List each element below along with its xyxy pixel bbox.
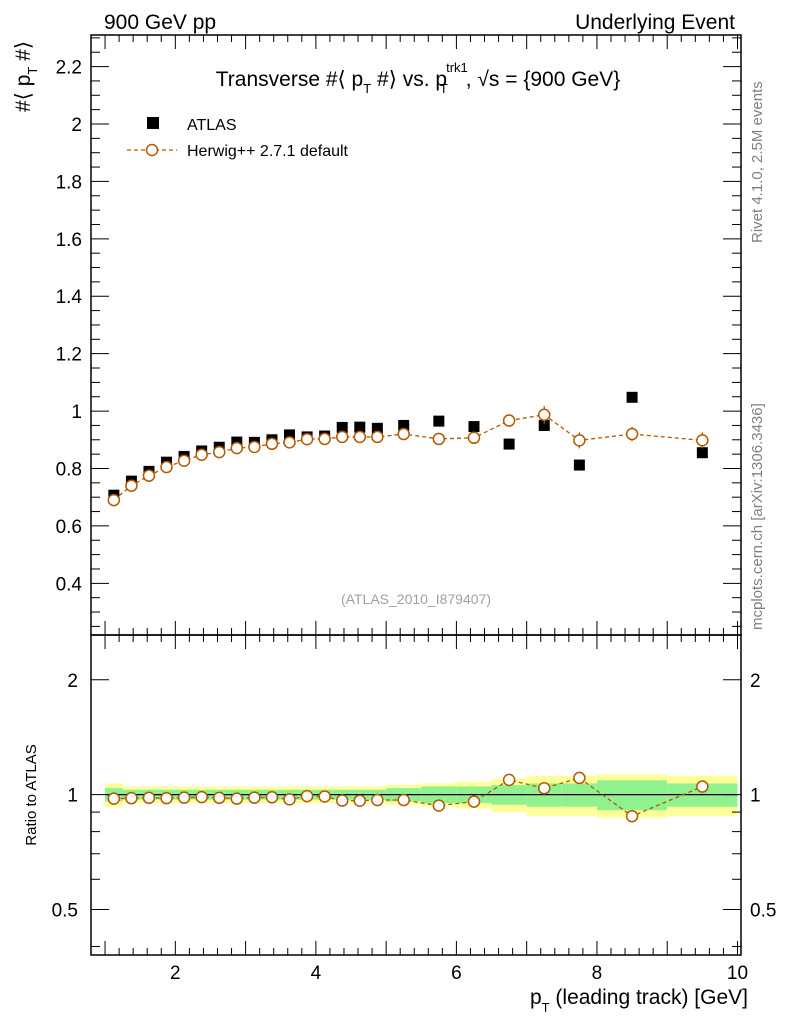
main-y-tick-label: 1.8 [56,172,82,193]
ratio-herwig-point [335,794,349,807]
ratio-y-tick-label-right: 0.5 [750,901,776,922]
ratio-herwig-point [537,782,551,795]
ratio-herwig-point [107,792,121,805]
herwig-data-point [107,493,121,507]
mcplots-label: mcplots.cern.ch [arXiv:1306.3436] [749,403,766,630]
ratio-herwig-point [502,773,516,787]
ratio-y-tick-label-right: 1 [750,786,761,807]
herwig-data-point [125,479,138,492]
ratio-y-axis-label: Ratio to ATLAS [23,744,40,845]
main-y-tick-label: 1.2 [56,345,82,366]
herwig-data-point [573,434,586,447]
ratio-herwig-point [432,799,446,812]
ratio-herwig-point [177,791,191,804]
ratio-herwig-point [625,809,639,823]
atlas-data-point [538,419,550,431]
atlas-data-point [354,421,366,433]
herwig-data-point [696,434,709,447]
ratio-herwig-point [195,790,208,804]
x-tick-label: 6 [451,963,462,984]
main-y-tick-label: 0.8 [56,459,82,480]
legend-atlas-label: ATLAS [187,117,237,134]
ratio-herwig-point [142,791,156,805]
herwig-data-point [397,427,410,441]
main-y-tick-label: 0.6 [56,517,82,538]
ratio-herwig-point [125,791,138,805]
legend-atlas-marker [147,117,159,129]
herwig-data-point [283,436,296,449]
ratio-herwig-point [160,791,173,805]
herwig-data-point [318,432,331,446]
atlas-data-point [468,421,480,433]
main-y-tick-label: 1.4 [56,287,83,308]
ratio-herwig-point [397,793,410,807]
atlas-data-point [696,447,708,459]
x-tick-label: 8 [592,963,603,984]
x-tick-label: 10 [727,963,748,984]
header-left: 900 GeV pp [104,11,216,34]
herwig-data-point [177,454,191,467]
ratio-herwig-point [248,791,261,804]
atlas-data-point [336,421,348,433]
herwig-data-point [195,448,208,461]
x-tick-label: 4 [311,963,322,984]
atlas-data-point [626,391,638,403]
atlas-data-point [433,415,445,427]
ratio-herwig-point [467,795,481,808]
ratio-y-tick-label-left: 0.5 [52,901,78,922]
ratio-herwig-point [283,793,296,806]
herwig-data-point [335,430,349,444]
ratio-herwig-point [230,792,244,805]
legend: ATLAS Herwig++ 2.7.1 default [127,117,349,160]
atlas-data-point [371,422,383,434]
x-tick-label: 2 [170,963,181,984]
herwig-data-point [353,430,367,444]
main-y-tick-label: 1.6 [56,230,82,251]
ratio-y-tick-label-left: 1 [67,786,78,807]
rivet-label: Rivet 4.1.0, 2.5M events [749,81,766,243]
ratio-y-tick-label-right: 2 [750,671,761,692]
herwig-data-point [230,441,244,455]
analysis-watermark: (ATLAS_2010_I879407) [341,591,491,607]
herwig-data-point [300,432,314,446]
ratio-herwig-point [265,791,279,804]
herwig-data-point [502,414,516,427]
atlas-data-point [398,419,410,431]
legend-herwig-label: Herwig++ 2.7.1 default [187,143,349,160]
ratio-herwig-point [212,791,226,805]
plot-title: Transverse #⟨ pT #⟩ vs. ptrk1 T, √s = {90… [216,60,621,96]
header-right: Underlying Event [575,11,735,34]
ratio-herwig-point [318,790,331,803]
herwig-data-point [160,460,173,474]
atlas-data-point [284,429,296,441]
atlas-data-point [573,459,585,471]
x-axis-label: pT (leading track) [GeV] [530,986,748,1015]
ratio-herwig-point [353,794,367,807]
herwig-data-point [142,469,156,482]
herwig-data-point [371,430,384,444]
main-y-tick-label: 1 [71,402,82,423]
ratio-herwig-point [696,780,709,793]
herwig-data-point [432,432,446,446]
main-y-tick-label: 0.4 [56,574,83,595]
herwig-data-point [625,427,639,441]
ratio-band-inner [596,780,668,811]
main-y-tick-label: 2 [71,115,82,136]
ratio-y-tick-label-left: 2 [67,671,78,692]
main-y-axis-label: #⟨ pT #⟩ [12,41,40,112]
atlas-data-point [503,438,515,450]
herwig-data-point [248,440,261,454]
main-y-tick-label: 2.2 [56,58,82,79]
herwig-data-point [537,408,551,422]
herwig-data-point [212,445,226,459]
herwig-data-point [467,431,481,445]
herwig-data-point [265,437,279,451]
ratio-herwig-point [371,793,384,807]
legend-herwig-marker [145,143,159,157]
ratio-herwig-point [300,789,314,803]
ratio-herwig-point [573,771,586,785]
